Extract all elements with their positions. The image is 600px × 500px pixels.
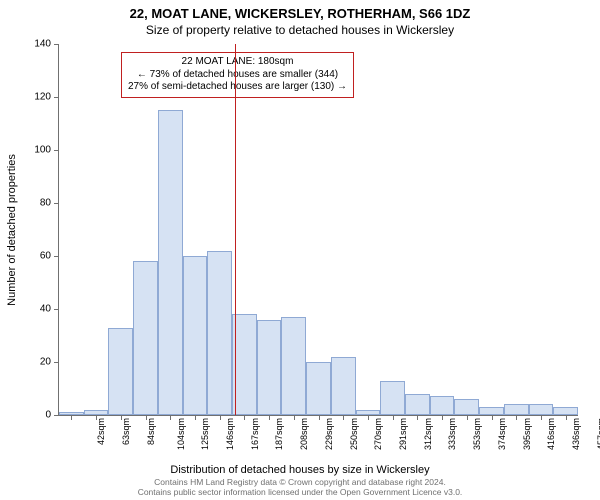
histogram-bar bbox=[306, 362, 331, 415]
y-tick-label: 120 bbox=[21, 92, 51, 103]
y-tick bbox=[54, 44, 59, 45]
callout-line: ← 73% of detached houses are smaller (34… bbox=[128, 69, 347, 82]
footer-line: Contains public sector information licen… bbox=[0, 488, 600, 498]
x-tick bbox=[492, 415, 493, 420]
x-tick-label: 125sqm bbox=[200, 418, 210, 450]
x-tick-label: 42sqm bbox=[96, 418, 106, 445]
y-tick-label: 0 bbox=[21, 410, 51, 421]
x-tick-label: 208sqm bbox=[299, 418, 309, 450]
histogram-bar bbox=[207, 251, 232, 415]
x-tick bbox=[442, 415, 443, 420]
x-tick bbox=[393, 415, 394, 420]
x-tick-label: 146sqm bbox=[225, 418, 235, 450]
title-block: 22, MOAT LANE, WICKERSLEY, ROTHERHAM, S6… bbox=[0, 0, 600, 38]
histogram-bar bbox=[281, 317, 306, 415]
x-tick-label: 270sqm bbox=[373, 418, 383, 450]
histogram-bar bbox=[380, 381, 405, 415]
y-axis-label: Number of detached properties bbox=[6, 154, 18, 306]
y-tick bbox=[54, 203, 59, 204]
x-axis-label: Distribution of detached houses by size … bbox=[0, 464, 600, 476]
histogram-bar bbox=[183, 256, 208, 415]
x-tick-label: 167sqm bbox=[250, 418, 260, 450]
callout-line: 27% of semi-detached houses are larger (… bbox=[128, 81, 347, 94]
x-tick bbox=[417, 415, 418, 420]
histogram-chart: 22, MOAT LANE, WICKERSLEY, ROTHERHAM, S6… bbox=[0, 0, 600, 500]
x-tick-label: 250sqm bbox=[349, 418, 359, 450]
x-tick bbox=[269, 415, 270, 420]
y-tick-label: 60 bbox=[21, 251, 51, 262]
x-tick-label: 395sqm bbox=[522, 418, 532, 450]
chart-title: 22, MOAT LANE, WICKERSLEY, ROTHERHAM, S6… bbox=[0, 6, 600, 23]
x-tick bbox=[294, 415, 295, 420]
histogram-bar bbox=[257, 320, 282, 415]
x-tick bbox=[121, 415, 122, 420]
histogram-bar bbox=[331, 357, 356, 415]
x-tick bbox=[343, 415, 344, 420]
x-tick-label: 457sqm bbox=[596, 418, 600, 450]
x-tick bbox=[541, 415, 542, 420]
x-tick-label: 333sqm bbox=[447, 418, 457, 450]
histogram-bar bbox=[158, 110, 183, 415]
x-tick bbox=[170, 415, 171, 420]
x-tick bbox=[96, 415, 97, 420]
x-tick bbox=[195, 415, 196, 420]
histogram-bar bbox=[405, 394, 430, 415]
histogram-bar bbox=[430, 396, 455, 415]
x-tick-label: 416sqm bbox=[546, 418, 556, 450]
callout-line: 22 MOAT LANE: 180sqm bbox=[128, 56, 347, 69]
histogram-bar bbox=[553, 407, 578, 415]
x-tick-label: 187sqm bbox=[274, 418, 284, 450]
x-tick bbox=[220, 415, 221, 420]
x-tick bbox=[146, 415, 147, 420]
histogram-bar bbox=[479, 407, 504, 415]
x-tick bbox=[467, 415, 468, 420]
y-tick bbox=[54, 256, 59, 257]
histogram-bar bbox=[504, 404, 529, 415]
x-tick-label: 312sqm bbox=[423, 418, 433, 450]
plot-area: 22 MOAT LANE: 180sqm ← 73% of detached h… bbox=[58, 44, 578, 416]
x-tick-label: 374sqm bbox=[497, 418, 507, 450]
histogram-bar bbox=[454, 399, 479, 415]
x-tick-label: 291sqm bbox=[398, 418, 408, 450]
attribution-footer: Contains HM Land Registry data © Crown c… bbox=[0, 478, 600, 498]
y-tick-label: 40 bbox=[21, 304, 51, 315]
histogram-bar bbox=[133, 261, 158, 415]
x-tick-label: 63sqm bbox=[121, 418, 131, 445]
y-tick-label: 140 bbox=[21, 39, 51, 50]
x-tick-label: 436sqm bbox=[571, 418, 581, 450]
x-tick bbox=[368, 415, 369, 420]
x-tick bbox=[244, 415, 245, 420]
y-tick-label: 100 bbox=[21, 145, 51, 156]
x-tick bbox=[71, 415, 72, 420]
x-tick-label: 84sqm bbox=[146, 418, 156, 445]
x-tick bbox=[319, 415, 320, 420]
histogram-bar bbox=[529, 404, 554, 415]
y-tick bbox=[54, 362, 59, 363]
y-tick bbox=[54, 415, 59, 416]
x-tick-label: 353sqm bbox=[472, 418, 482, 450]
y-tick bbox=[54, 309, 59, 310]
x-tick-label: 104sqm bbox=[176, 418, 186, 450]
callout-box: 22 MOAT LANE: 180sqm ← 73% of detached h… bbox=[121, 52, 354, 98]
y-tick-label: 80 bbox=[21, 198, 51, 209]
y-tick-label: 20 bbox=[21, 357, 51, 368]
y-tick bbox=[54, 97, 59, 98]
x-tick-label: 229sqm bbox=[324, 418, 334, 450]
bars-container bbox=[59, 44, 578, 415]
x-tick bbox=[566, 415, 567, 420]
histogram-bar bbox=[108, 328, 133, 415]
chart-subtitle: Size of property relative to detached ho… bbox=[0, 23, 600, 39]
reference-line bbox=[235, 44, 236, 415]
x-tick bbox=[516, 415, 517, 420]
y-tick bbox=[54, 150, 59, 151]
